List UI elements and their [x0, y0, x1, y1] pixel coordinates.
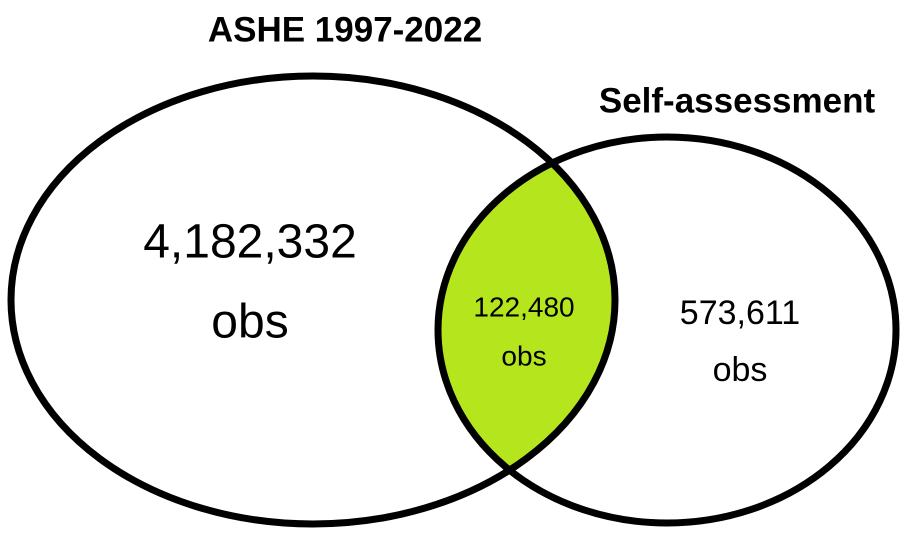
- region-count: 122,480: [473, 291, 574, 322]
- set-label: ASHE 1997-2022: [208, 10, 482, 49]
- ashe-set: [7, 72, 619, 528]
- region-unit: obs: [501, 340, 546, 371]
- region-count: 4,182,332: [143, 216, 357, 269]
- self-assessment-set: [434, 133, 900, 527]
- region-unit: obs: [713, 351, 768, 389]
- overlap-region: [438, 137, 615, 523]
- region-unit: obs: [211, 296, 288, 349]
- set-label: Self-assessment: [599, 81, 876, 120]
- region-count: 573,611: [680, 294, 800, 332]
